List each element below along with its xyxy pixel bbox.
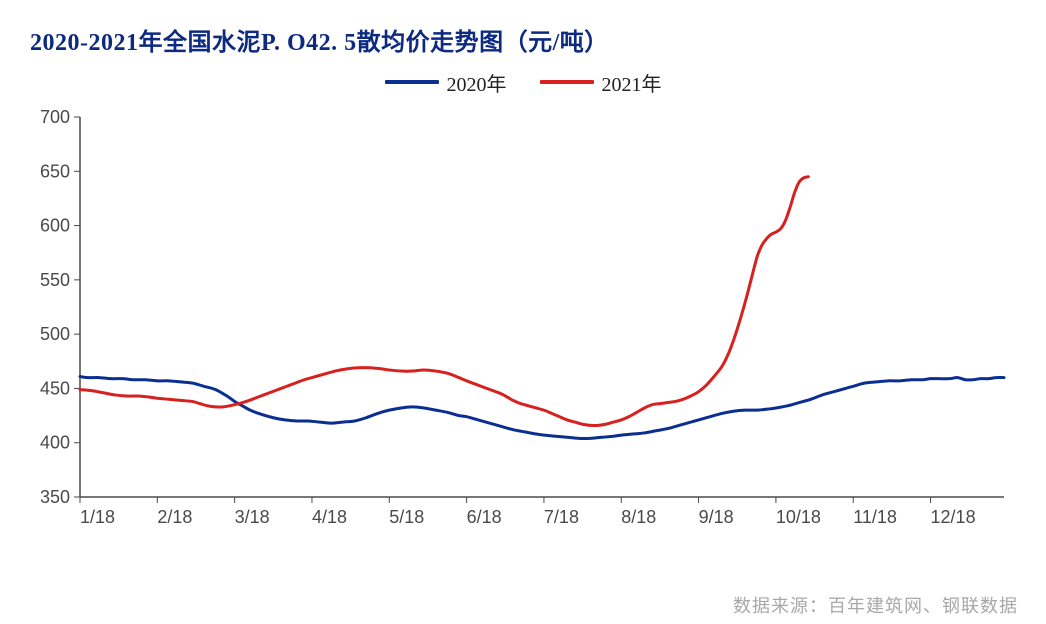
data-source-note: 数据来源：百年建筑网、钢联数据 bbox=[733, 592, 1018, 618]
svg-text:400: 400 bbox=[40, 432, 70, 452]
svg-text:7/18: 7/18 bbox=[544, 507, 579, 527]
chart-svg: 350 400 450 500 550 600 650 700 1/18 2/18 3/18 4/18… bbox=[24, 107, 1022, 537]
legend-swatch-2021 bbox=[540, 80, 594, 84]
svg-text:550: 550 bbox=[40, 269, 70, 289]
legend-item-2020: 2020年 bbox=[385, 68, 507, 97]
legend-item-2021: 2021年 bbox=[540, 68, 662, 97]
svg-text:9/18: 9/18 bbox=[699, 507, 734, 527]
legend-label-2020: 2020年 bbox=[447, 68, 507, 97]
svg-text:1/18: 1/18 bbox=[80, 507, 115, 527]
svg-text:11/18: 11/18 bbox=[853, 507, 897, 527]
svg-text:8/18: 8/18 bbox=[621, 507, 656, 527]
legend-swatch-2020 bbox=[385, 80, 439, 84]
svg-text:2/18: 2/18 bbox=[157, 507, 192, 527]
svg-text:5/18: 5/18 bbox=[389, 507, 424, 527]
chart-plot: 350 400 450 500 550 600 650 700 1/18 2/18 3/18 4/18… bbox=[24, 107, 1022, 537]
svg-text:350: 350 bbox=[40, 487, 70, 507]
svg-text:10/18: 10/18 bbox=[776, 507, 821, 527]
svg-text:12/18: 12/18 bbox=[931, 507, 976, 527]
svg-text:4/18: 4/18 bbox=[312, 507, 347, 527]
legend-label-2021: 2021年 bbox=[602, 68, 662, 97]
svg-text:500: 500 bbox=[40, 324, 70, 344]
svg-text:3/18: 3/18 bbox=[235, 507, 270, 527]
chart-container: 2020-2021年全国水泥P. O42. 5散均价走势图（元/吨） 2020年… bbox=[0, 0, 1046, 624]
chart-title: 2020-2021年全国水泥P. O42. 5散均价走势图（元/吨） bbox=[30, 22, 1022, 57]
svg-text:6/18: 6/18 bbox=[467, 507, 502, 527]
chart-legend: 2020年 2021年 bbox=[24, 67, 1022, 97]
svg-text:650: 650 bbox=[40, 161, 70, 181]
svg-text:600: 600 bbox=[40, 215, 70, 235]
svg-text:450: 450 bbox=[40, 378, 70, 398]
svg-text:700: 700 bbox=[40, 107, 70, 127]
